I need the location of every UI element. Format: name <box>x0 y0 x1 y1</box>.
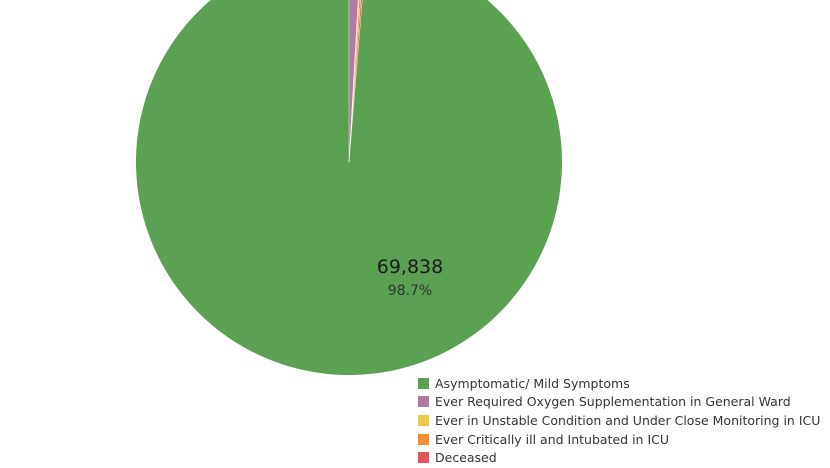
legend: Asymptomatic/ Mild Symptoms Ever Require… <box>418 374 828 467</box>
legend-label-unstable: Ever in Unstable Condition and Under Clo… <box>435 412 821 428</box>
legend-item-asymptomatic[interactable]: Asymptomatic/ Mild Symptoms <box>418 374 828 393</box>
legend-item-intubated[interactable]: Ever Critically ill and Intubated in ICU <box>418 430 828 449</box>
legend-label-deceased: Deceased <box>435 450 497 466</box>
pie-slice-0[interactable] <box>136 0 562 375</box>
slice-percent-label: 98.7% <box>387 283 433 299</box>
legend-swatch-intubated <box>418 433 429 445</box>
legend-label-asymptomatic: Asymptomatic/ Mild Symptoms <box>435 375 630 391</box>
slice-value-label: 69,838 <box>376 256 444 278</box>
legend-label-oxygen: Ever Required Oxygen Supplementation in … <box>435 394 791 410</box>
legend-item-unstable[interactable]: Ever in Unstable Condition and Under Clo… <box>418 411 828 430</box>
legend-swatch-unstable <box>418 414 429 426</box>
pie-slices <box>136 0 562 375</box>
legend-label-intubated: Ever Critically ill and Intubated in ICU <box>435 431 670 447</box>
legend-swatch-asymptomatic <box>418 377 429 389</box>
legend-swatch-oxygen <box>418 396 429 408</box>
legend-swatch-deceased <box>418 452 429 464</box>
legend-item-oxygen[interactable]: Ever Required Oxygen Supplementation in … <box>418 393 828 412</box>
legend-item-deceased[interactable]: Deceased <box>418 448 828 467</box>
